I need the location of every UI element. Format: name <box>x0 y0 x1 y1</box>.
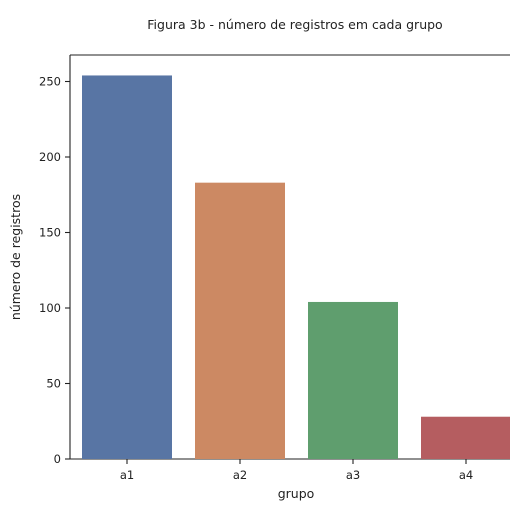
bar-a3 <box>308 301 398 459</box>
y-tick-label: 250 <box>39 75 61 89</box>
bar-a4 <box>421 416 510 459</box>
bars-group <box>82 75 510 460</box>
y-tick-label: 0 <box>54 452 61 466</box>
x-tick-label: a1 <box>120 468 134 482</box>
chart-title: Figura 3b - número de registros em cada … <box>147 17 442 32</box>
x-axis-label: grupo <box>278 486 315 501</box>
x-tick-label: a3 <box>346 468 360 482</box>
y-tick-label: 50 <box>46 377 61 391</box>
y-ticks-group: 0 50 100 150 200 250 <box>39 75 70 466</box>
y-tick-label: 150 <box>39 226 61 240</box>
bar-a2 <box>195 182 285 460</box>
y-tick-label: 200 <box>39 150 61 164</box>
y-axis-label: número de registros <box>8 194 23 320</box>
x-tick-label: a2 <box>233 468 247 482</box>
bar-a1 <box>82 75 172 460</box>
y-tick-label: 100 <box>39 301 61 315</box>
x-tick-label: a4 <box>459 468 473 482</box>
x-ticks-group: a1 a2 a3 a4 <box>120 459 473 482</box>
